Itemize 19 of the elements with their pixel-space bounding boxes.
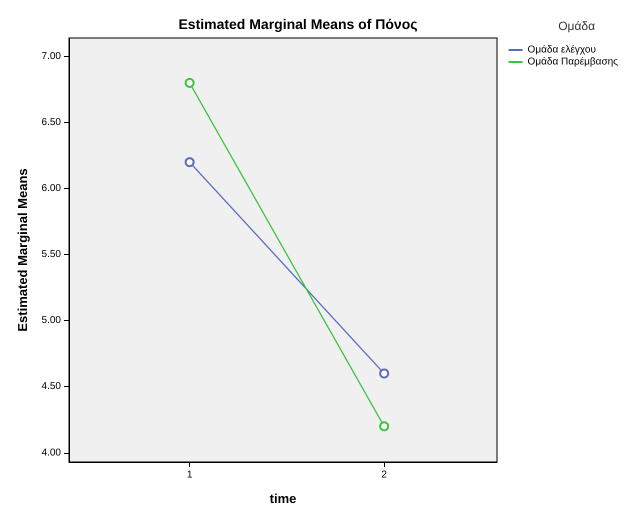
point	[379, 368, 390, 378]
point	[184, 157, 195, 168]
point	[379, 421, 390, 432]
y-tick-label: 6.50	[42, 117, 62, 128]
legend-label: Ομάδα Παρέμβασης	[528, 56, 618, 68]
y-tick-label: 5.00	[42, 315, 62, 326]
y-axis-title: Estimated Marginal Means	[15, 168, 30, 332]
x-tick-label: 2	[381, 470, 388, 480]
chart-title: Estimated Marginal Means of Πόνος	[178, 16, 418, 32]
legend-label: Ομάδα ελέγχου	[528, 44, 596, 56]
x-axis-title: time	[270, 491, 296, 506]
y-tick-label: 4.00	[42, 447, 62, 458]
point	[184, 78, 195, 88]
y-tick-label: 5.50	[42, 249, 62, 260]
x-tick-label: 1	[186, 470, 193, 480]
y-tick-label: 7.00	[42, 50, 62, 62]
y-tick-label: 6.00	[42, 183, 62, 194]
y-tick-label: 4.50	[42, 381, 62, 392]
legend-title: Ομάδα	[558, 19, 596, 33]
